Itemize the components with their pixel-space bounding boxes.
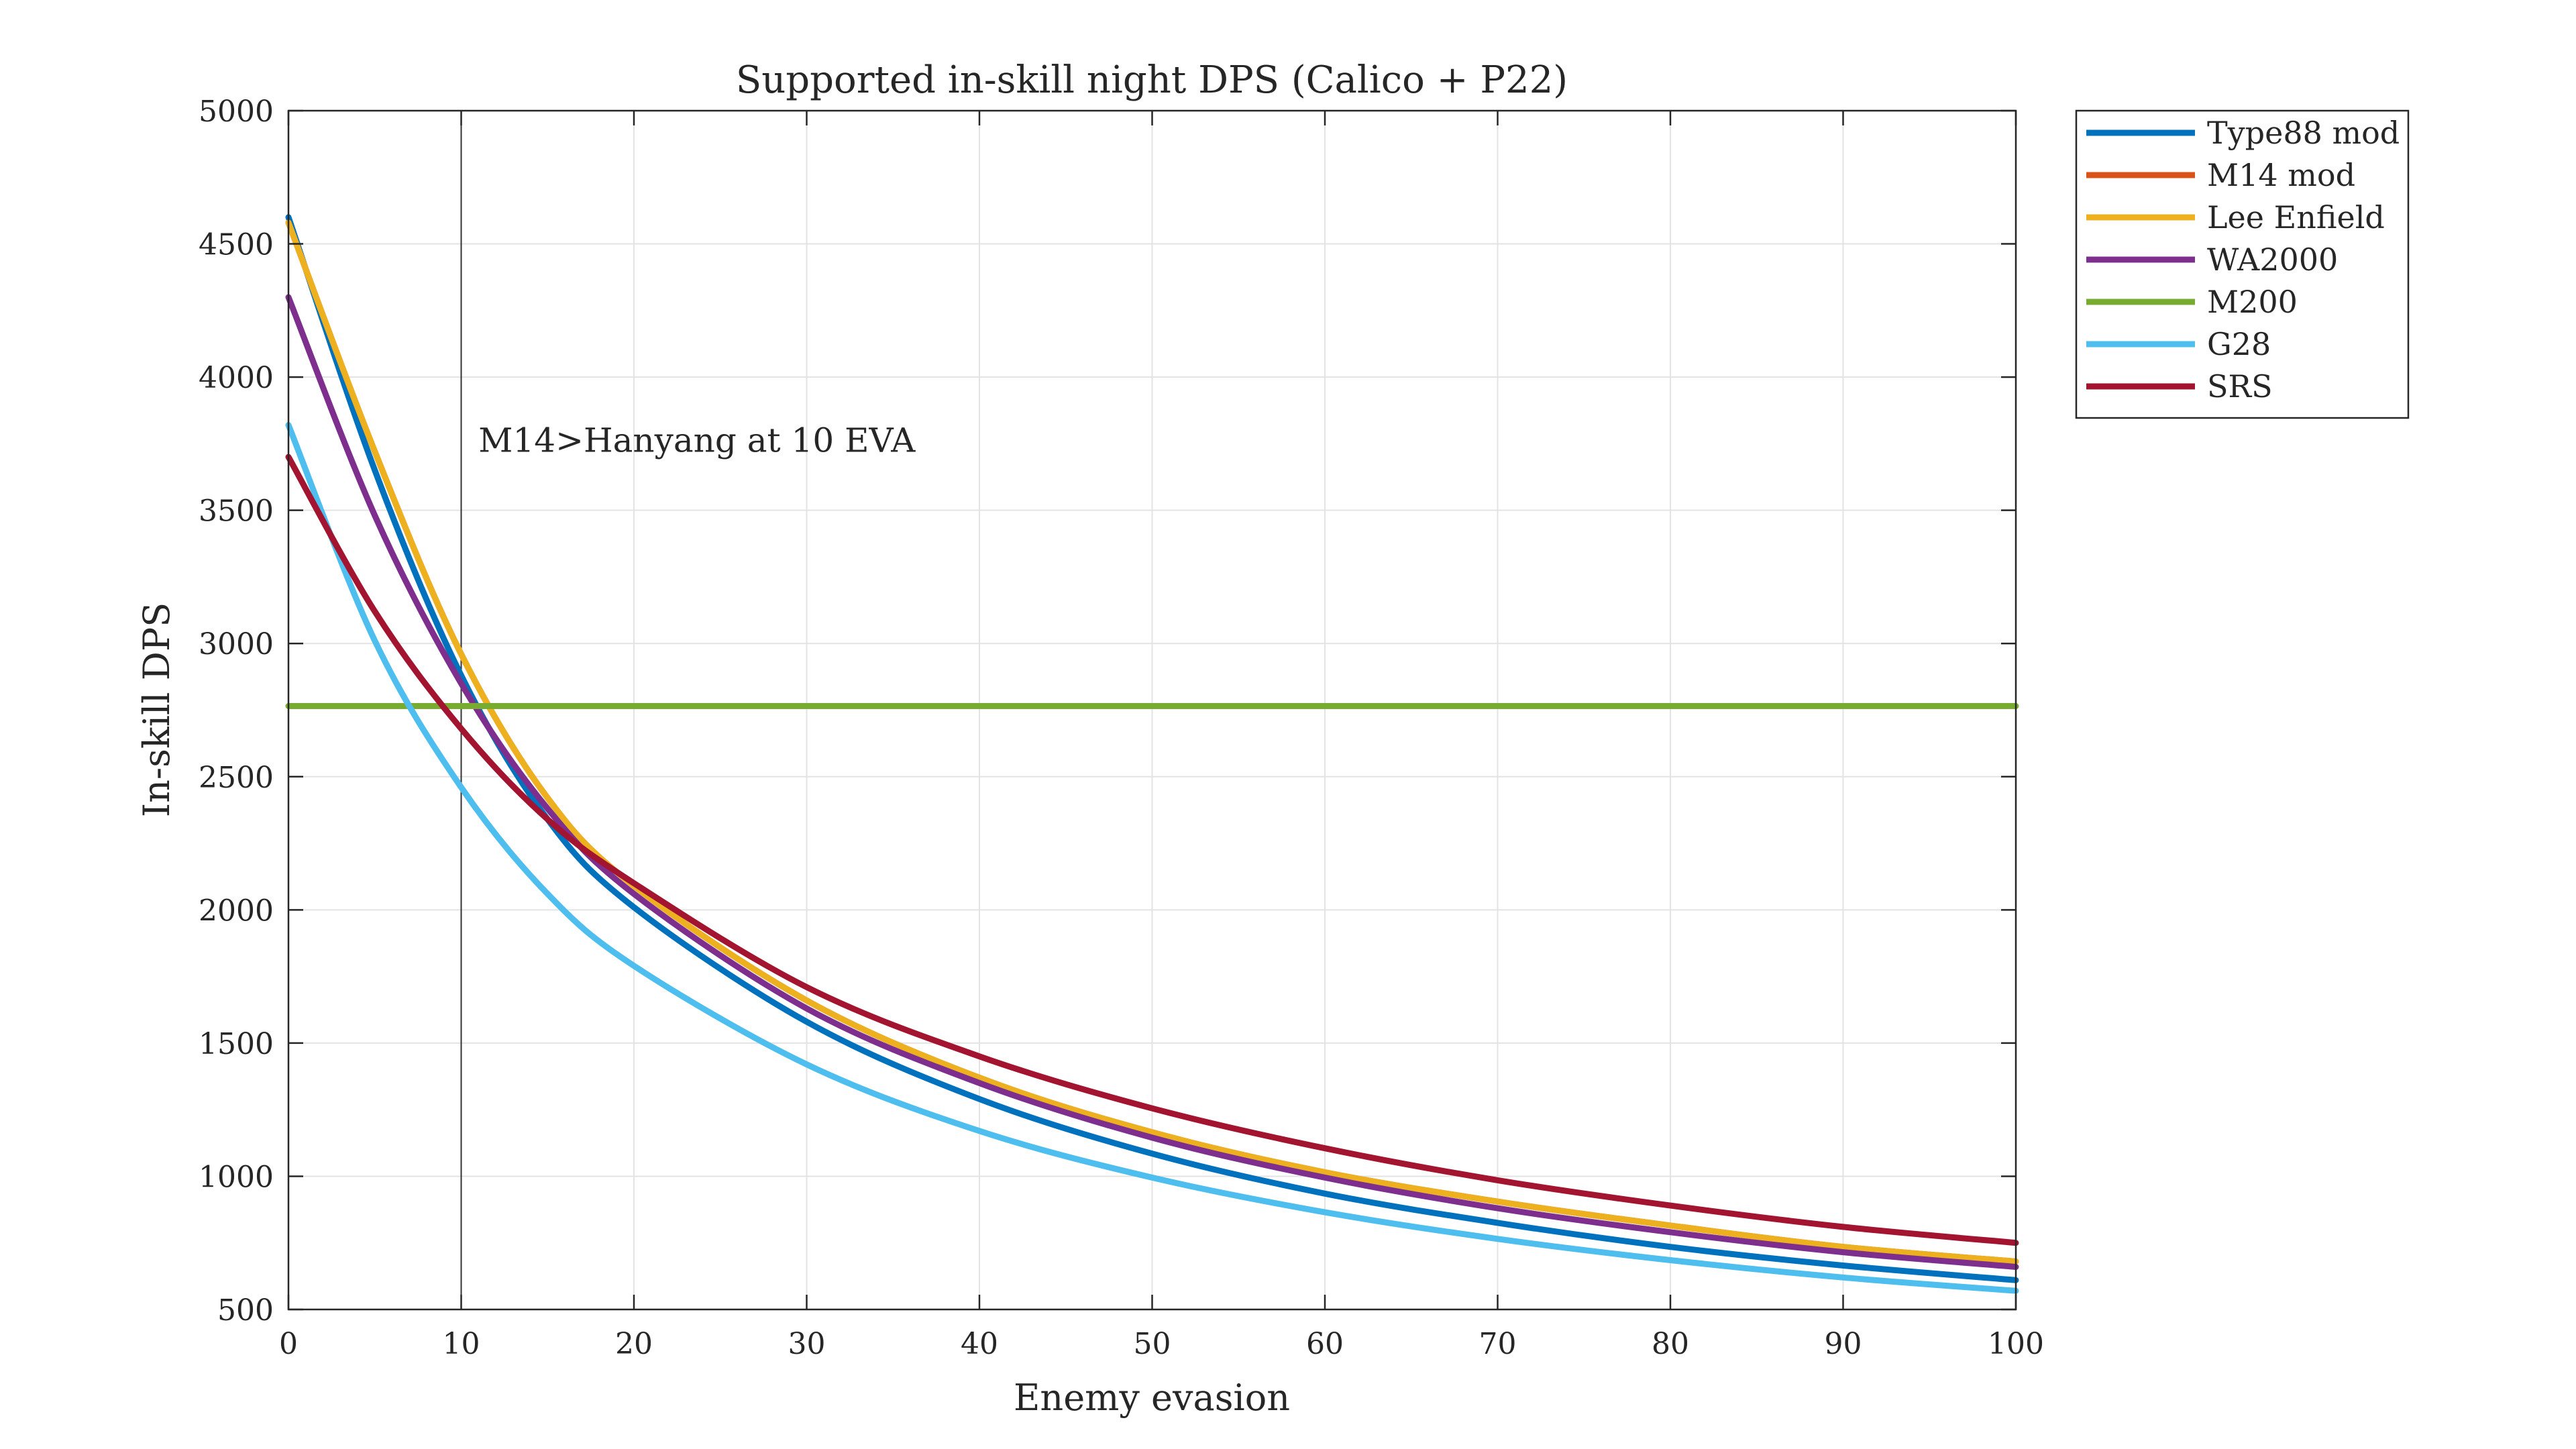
legend: Type88 mod M14 mod Lee Enfield WA2000 M200 G2… <box>2075 109 2410 419</box>
legend-label-m14-mod: M14 mod <box>2207 157 2355 193</box>
legend-label-lee-enfield: Lee Enfield <box>2207 199 2385 235</box>
y-tick-label: 4500 <box>199 228 274 262</box>
x-tick-label: 10 <box>443 1327 480 1361</box>
series-line-type88-mod <box>285 214 2019 1283</box>
y-axis-label: In-skill DPS <box>136 602 178 817</box>
x-tick-label: 70 <box>1479 1327 1517 1361</box>
x-tick-label: 50 <box>1134 1327 1171 1361</box>
x-tick-label: 0 <box>279 1327 298 1361</box>
x-tick-label: 40 <box>961 1327 998 1361</box>
axis-ticks <box>287 109 2017 1311</box>
legend-label-m200: M200 <box>2207 284 2298 320</box>
y-tick-label: 2500 <box>199 761 274 795</box>
series-line-g28 <box>285 422 2019 1294</box>
y-tick-label: 1000 <box>199 1160 274 1194</box>
y-tick-labels: 500 1000 1500 2000 2500 3000 3500 4000 4500 5000 <box>199 95 274 1328</box>
series-line-srs <box>285 453 2019 1246</box>
legend-label-srs: SRS <box>2207 368 2273 405</box>
x-tick-label: 20 <box>615 1327 653 1361</box>
x-tick-label: 100 <box>1988 1327 2044 1361</box>
x-axis-label: Enemy evasion <box>1014 1377 1290 1419</box>
y-tick-label: 1500 <box>199 1027 274 1061</box>
series-line-wa2000 <box>285 294 2019 1270</box>
series-line-lee-enfield <box>285 219 2019 1265</box>
legend-label-g28: G28 <box>2207 326 2271 362</box>
x-tick-label: 90 <box>1825 1327 1862 1361</box>
y-tick-label: 5000 <box>199 95 274 129</box>
chart-title: Supported in-skill night DPS (Calico + P… <box>736 58 1568 102</box>
legend-label-type88-mod: Type88 mod <box>2207 115 2400 151</box>
x-tick-label: 60 <box>1306 1327 1344 1361</box>
x-tick-label: 80 <box>1652 1327 1689 1361</box>
annotation-text: M14>Hanyang at 10 EVA <box>478 421 916 460</box>
x-tick-labels: 0 10 20 30 40 50 60 70 80 90 100 <box>279 1327 2044 1361</box>
y-tick-label: 500 <box>217 1293 274 1328</box>
y-tick-label: 2000 <box>199 894 274 928</box>
x-tick-label: 30 <box>788 1327 826 1361</box>
legend-box <box>2075 109 2410 419</box>
y-tick-label: 3000 <box>199 627 274 661</box>
y-tick-label: 4000 <box>199 361 274 395</box>
series-lines <box>285 214 2019 1294</box>
legend-label-wa2000: WA2000 <box>2207 241 2338 278</box>
y-tick-label: 3500 <box>199 494 274 529</box>
